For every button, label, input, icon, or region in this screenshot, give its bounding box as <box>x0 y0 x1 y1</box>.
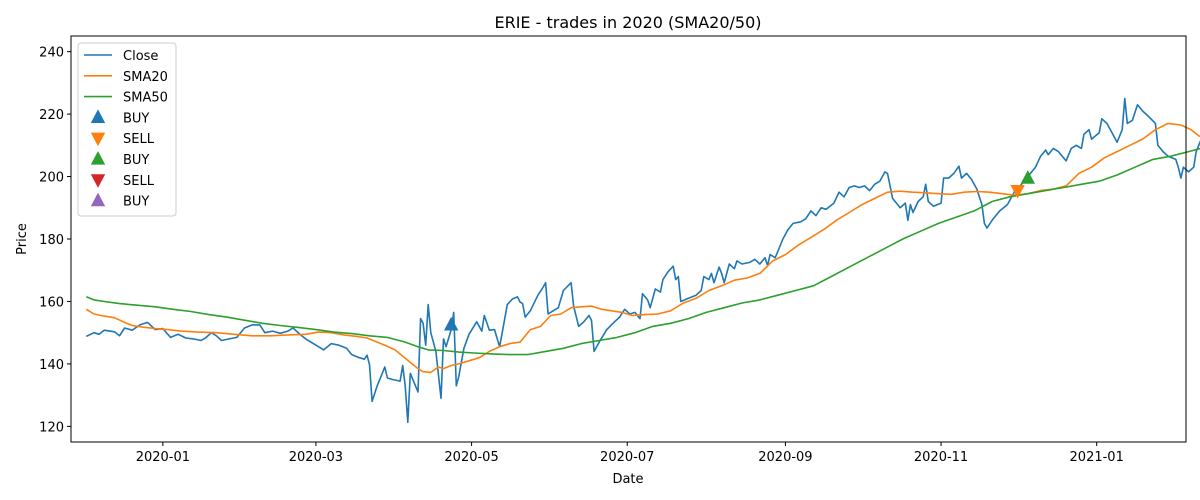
y-tick-label: 140 <box>39 358 64 373</box>
legend-label: SELL <box>123 132 155 147</box>
y-tick-label: 160 <box>39 295 64 310</box>
marker-sell-2 <box>1010 184 1025 199</box>
marker-buy-1 <box>443 316 459 331</box>
x-tick-label: 2020-07 <box>600 450 654 465</box>
series-line-sma20 <box>85 122 1200 374</box>
x-axis: 2020-01 2020-03 2020-05 2020-07 2020-09 2020-… <box>136 442 1124 465</box>
legend-swatch-sell <box>90 132 106 147</box>
legend: Close SMA20 SMA50 BUY SELL BUY SELL BUY <box>77 42 177 217</box>
legend-label: BUY <box>123 111 149 126</box>
legend-frame <box>77 42 177 217</box>
x-tick-label: 2020-11 <box>914 450 968 465</box>
x-tick-label: 2020-03 <box>289 450 343 465</box>
legend-label: BUY <box>123 153 149 168</box>
plot-background <box>71 36 1186 442</box>
y-tick-label: 220 <box>39 108 64 123</box>
legend-swatch-buy <box>90 109 106 123</box>
legend-label: Close <box>123 49 158 64</box>
legend-label: SMA50 <box>123 91 168 106</box>
y-tick-label: 240 <box>39 46 64 61</box>
legend-label: SELL <box>123 174 155 189</box>
x-tick-label: 2020-09 <box>758 450 812 465</box>
chart-title: ERIE - trades in 2020 (SMA20/50) <box>494 13 761 32</box>
marker-buy-3 <box>1020 170 1036 184</box>
series-line-close <box>85 97 1200 424</box>
y-axis-title: Price <box>15 223 30 255</box>
marker-layer <box>443 170 1036 331</box>
x-tick-label: 2020-01 <box>136 450 190 465</box>
y-tick-label: 200 <box>39 171 64 186</box>
series-layer <box>85 97 1200 424</box>
legend-label: SMA20 <box>123 70 168 85</box>
legend-label: BUY <box>123 195 149 210</box>
x-tick-label: 2020-05 <box>444 450 498 465</box>
legend-swatch-buy <box>90 151 106 165</box>
x-axis-title: Date <box>612 472 643 487</box>
y-axis: 120 140 160 180 200 220 240 <box>39 46 71 435</box>
y-tick-label: 180 <box>39 233 64 248</box>
x-tick-label: 2021-01 <box>1070 450 1124 465</box>
legend-swatch-sell <box>90 174 106 188</box>
y-tick-label: 120 <box>39 420 64 435</box>
legend-swatch-buy <box>90 192 106 207</box>
series-line-sma50 <box>86 147 1200 356</box>
